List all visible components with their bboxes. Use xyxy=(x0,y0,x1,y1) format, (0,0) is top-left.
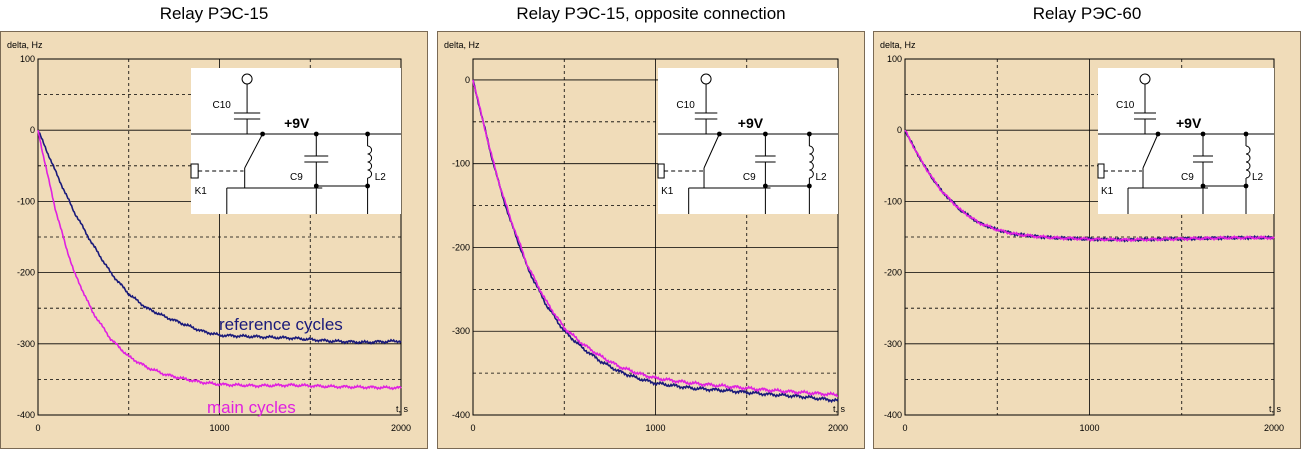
y-tick-label: -100 xyxy=(452,159,470,169)
terminal-circle xyxy=(241,73,253,85)
x-tick-label: 1000 xyxy=(1079,423,1099,433)
y-axis-label: delta, Hz xyxy=(444,40,480,50)
y-tick-label: -300 xyxy=(17,339,35,349)
panel-2: Relay РЭС-15, opposite connection 0 -100 -… xyxy=(437,0,865,454)
schematic-background xyxy=(658,68,838,214)
terminal-circle xyxy=(700,73,712,85)
label-l2: L2 xyxy=(1252,172,1264,183)
chart-title: Relay РЭС-15 xyxy=(159,4,269,23)
label-supply: +9V xyxy=(1176,115,1202,131)
relay-coil xyxy=(190,163,199,179)
x-axis-label: t, s xyxy=(1269,404,1282,414)
chart-area: 100 0 -100 -200 -300 -400 0 1000 2000 delta, Hz t,… xyxy=(873,31,1301,449)
x-axis-label: t, s xyxy=(833,404,846,414)
relay-coil xyxy=(657,163,665,179)
label-c9: C9 xyxy=(290,172,303,183)
chart-area: 100 0 -100 -200 -300 -400 0 1000 2000 delta, Hz t,… xyxy=(0,31,428,449)
inductor-coil xyxy=(809,145,814,179)
annotation-reference-cycles: reference cycles xyxy=(219,315,343,334)
label-c9: C9 xyxy=(1181,172,1194,183)
relay-coil xyxy=(1097,163,1105,179)
y-tick-label: 0 xyxy=(897,125,902,135)
label-c10: C10 xyxy=(1116,100,1135,111)
label-supply: +9V xyxy=(284,115,310,131)
x-tick-label: 1000 xyxy=(645,423,665,433)
switch-contact xyxy=(1142,133,1159,169)
terminal-circle xyxy=(1139,73,1151,85)
x-tick-label: 2000 xyxy=(391,423,411,433)
series-line xyxy=(472,79,838,398)
y-axis-label: delta, Hz xyxy=(7,40,43,50)
y-tick-label: -400 xyxy=(452,410,470,420)
label-l2: L2 xyxy=(816,172,828,183)
x-tick-label: 1000 xyxy=(209,423,229,433)
series-line xyxy=(904,129,1275,243)
circuit-schematic: C10 +9V K1 C9 L2 xyxy=(190,68,401,214)
series-line xyxy=(37,130,402,391)
chart-title: Relay РЭС-15, opposite connection xyxy=(516,4,786,23)
y-tick-label: 100 xyxy=(20,54,35,64)
label-c9: C9 xyxy=(743,172,756,183)
y-tick-label: -200 xyxy=(452,242,470,252)
label-k1: K1 xyxy=(195,186,208,197)
annotation-main-cycles: main cycles xyxy=(207,398,296,417)
y-tick-label: -400 xyxy=(17,410,35,420)
y-tick-label: -300 xyxy=(884,339,902,349)
series-line xyxy=(37,129,402,345)
y-tick-label: -300 xyxy=(452,326,470,336)
junction-dot xyxy=(1155,131,1161,137)
label-k1: K1 xyxy=(661,186,674,197)
inductor-coil xyxy=(1245,145,1251,179)
inductor-coil xyxy=(367,145,373,179)
y-tick-label: -200 xyxy=(17,268,35,278)
schematic-background xyxy=(191,68,401,214)
x-tick-label: 0 xyxy=(35,423,40,433)
label-supply: +9V xyxy=(738,115,764,131)
y-tick-label: 0 xyxy=(465,75,470,85)
x-axis-label: t, s xyxy=(396,404,409,414)
label-k1: K1 xyxy=(1101,186,1114,197)
y-tick-label: 100 xyxy=(887,54,902,64)
circuit-schematic: C10 +9V K1 C9 L2 xyxy=(1097,68,1274,214)
junction-dot xyxy=(260,131,265,137)
circuit-schematic: C10 +9V K1 C9 L2 xyxy=(657,68,838,214)
x-tick-label: 2000 xyxy=(1264,423,1284,433)
label-c10: C10 xyxy=(676,100,695,111)
junction-dot xyxy=(716,131,722,137)
switch-contact xyxy=(244,133,264,169)
panel-3: Relay РЭС-60 100 0 -100 -200 -300 -400 0 1000 20… xyxy=(873,0,1301,454)
series-line xyxy=(472,79,839,404)
y-tick-label: -100 xyxy=(884,196,902,206)
x-tick-label: 0 xyxy=(902,423,907,433)
switch-contact xyxy=(703,133,720,169)
y-tick-label: -400 xyxy=(884,410,902,420)
chart-title: Relay РЭС-60 xyxy=(1032,4,1142,23)
y-tick-label: -100 xyxy=(17,196,35,206)
label-l2: L2 xyxy=(375,172,387,183)
panel-1: Relay РЭС-15 100 0 -100 -200 -300 -400 0 1000 20… xyxy=(0,0,428,454)
label-c10: C10 xyxy=(212,100,231,111)
x-tick-label: 0 xyxy=(470,423,475,433)
schematic-background xyxy=(1098,68,1274,214)
x-tick-label: 2000 xyxy=(828,423,848,433)
y-tick-label: 0 xyxy=(30,125,35,135)
y-axis-label: delta, Hz xyxy=(880,40,916,50)
y-tick-label: -200 xyxy=(884,268,902,278)
